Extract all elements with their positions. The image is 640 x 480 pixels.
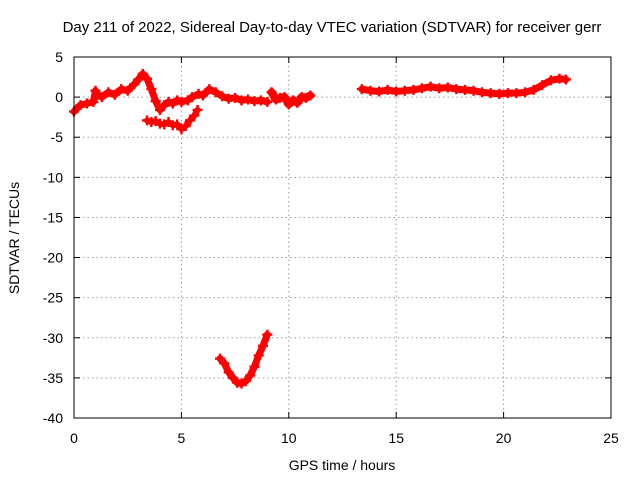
data-point: [189, 110, 200, 121]
data-point: [133, 74, 144, 85]
data-point: [81, 98, 92, 109]
data-point: [391, 86, 402, 97]
data-point: [262, 96, 273, 107]
data-point: [192, 104, 203, 115]
data-point: [176, 96, 187, 107]
data-point: [399, 85, 410, 96]
data-point: [560, 74, 571, 85]
data-point: [468, 85, 479, 96]
data-point: [382, 84, 393, 95]
data-point: [187, 92, 198, 103]
y-axis-label: SDTVAR / TECUs: [6, 182, 22, 294]
x-tick-label: 20: [496, 430, 512, 446]
data-point: [537, 80, 548, 91]
data-point: [494, 88, 505, 99]
x-tick-label: 5: [178, 430, 186, 446]
y-tick-label: -35: [43, 370, 63, 386]
data-point: [219, 358, 230, 369]
data-point: [528, 84, 539, 95]
data-point: [266, 87, 277, 98]
data-point: [103, 87, 114, 98]
plot-frame: [73, 56, 612, 419]
data-point: [305, 90, 316, 101]
data-point: [204, 84, 215, 95]
data-point: [502, 88, 513, 99]
x-axis-label: GPS time / hours: [289, 457, 396, 473]
data-point: [150, 96, 161, 107]
data-point: [416, 83, 427, 94]
data-point: [142, 73, 153, 84]
data-point: [180, 120, 191, 131]
data-point: [242, 94, 253, 105]
data-point: [217, 91, 228, 102]
data-point: [442, 82, 453, 93]
x-tick-label: 15: [388, 430, 404, 446]
data-point: [116, 84, 127, 95]
y-tick-label: -20: [43, 250, 63, 266]
axis-ticks: [73, 56, 612, 419]
data-point: [245, 370, 256, 381]
data-point: [109, 89, 120, 100]
chart-title: Day 211 of 2022, Sidereal Day-to-day VTE…: [63, 19, 602, 36]
series-layer: [69, 68, 571, 389]
data-point: [197, 90, 208, 101]
data-point: [146, 84, 157, 95]
data-point: [253, 350, 264, 361]
data-point: [210, 87, 221, 98]
data-point: [451, 84, 462, 95]
tick-labels: 0 5 10 15 20 25 5 0 -5 -10 -15 -20 -25 -30 -35 -40: [43, 49, 619, 446]
data-point: [230, 92, 241, 103]
data-point: [408, 84, 419, 95]
x-tick-label: 0: [70, 430, 78, 446]
y-tick-label: -10: [43, 169, 63, 185]
data-point: [356, 84, 367, 95]
y-tick-label: -40: [43, 410, 63, 426]
data-point: [249, 361, 260, 372]
data-point: [122, 85, 133, 96]
data-point: [279, 92, 290, 103]
grid: [74, 57, 611, 418]
y-tick-label: 5: [55, 49, 63, 65]
data-point: [485, 88, 496, 99]
x-tick-label: 25: [603, 430, 619, 446]
y-tick-label: -25: [43, 290, 63, 306]
data-point: [223, 367, 234, 378]
data-point: [292, 97, 303, 108]
data-point: [88, 96, 99, 107]
data-point: [425, 81, 436, 92]
data-point: [459, 84, 470, 95]
y-tick-label: -15: [43, 209, 63, 225]
data-point: [520, 87, 531, 98]
data-point: [434, 83, 445, 94]
data-point: [75, 100, 86, 111]
data-point: [477, 87, 488, 98]
data-point: [511, 88, 522, 99]
data-point: [258, 340, 269, 351]
data-point: [374, 86, 385, 97]
x-tick-label: 10: [281, 430, 297, 446]
y-tick-label: -30: [43, 330, 63, 346]
y-tick-label: 0: [55, 89, 63, 105]
data-point: [262, 329, 273, 340]
data-point: [96, 92, 107, 103]
data-point: [365, 85, 376, 96]
y-tick-label: -5: [51, 129, 64, 145]
data-point: [255, 95, 266, 106]
data-point: [545, 75, 556, 86]
data-point: [240, 376, 251, 387]
series-arc-5: [216, 331, 271, 387]
